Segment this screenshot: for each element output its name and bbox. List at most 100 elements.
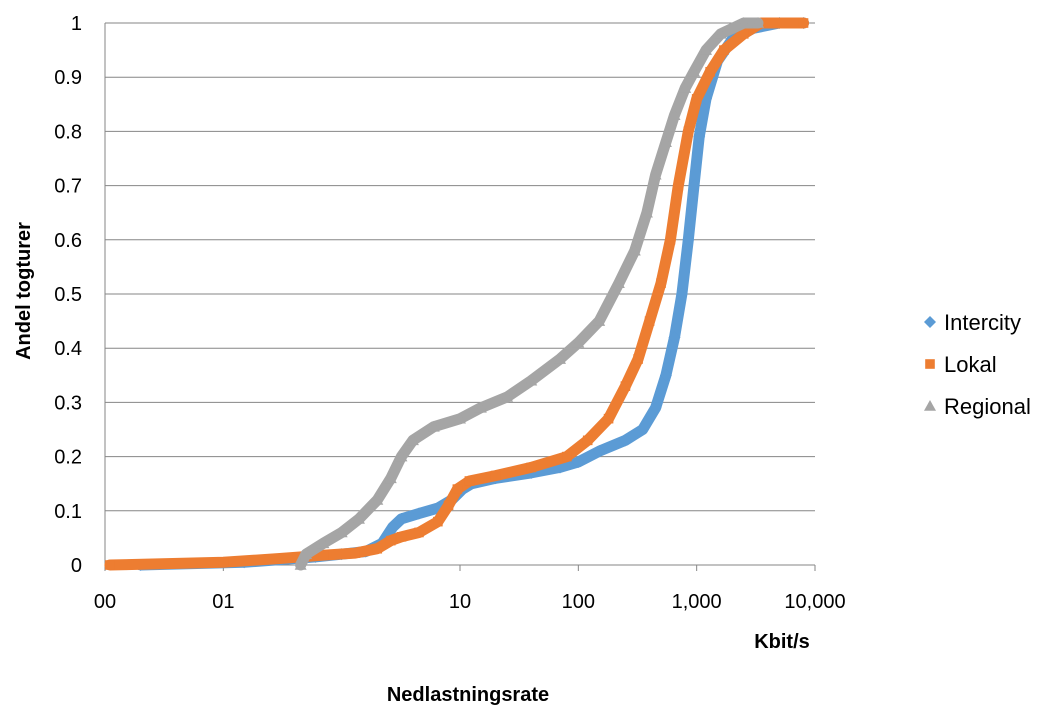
data-point [700, 44, 713, 55]
data-point [352, 512, 365, 524]
data-point [562, 451, 572, 462]
data-point [688, 65, 701, 77]
data-point [395, 450, 408, 462]
data-point [452, 484, 463, 494]
data-point [501, 390, 514, 402]
data-point [384, 472, 397, 484]
data-point [640, 206, 653, 218]
legend-marker [925, 359, 935, 369]
y-tick-label: 0.4 [54, 338, 82, 360]
data-point [427, 420, 440, 432]
y-tick-label: 0.7 [54, 176, 82, 198]
data-point [406, 434, 419, 446]
data-point [350, 548, 360, 558]
data-point [714, 27, 727, 39]
data-point [395, 512, 408, 525]
legend-label: Intercity [944, 310, 1021, 335]
data-point [593, 445, 606, 458]
data-point [300, 548, 313, 559]
data-point [679, 82, 692, 93]
x-tick-label: 01 [212, 591, 234, 613]
data-point [554, 353, 567, 364]
legend-marker [924, 316, 936, 328]
legend-label: Regional [944, 394, 1031, 419]
data-point [628, 244, 641, 256]
data-point [105, 560, 115, 570]
data-point [317, 537, 330, 549]
x-tick-label: 00 [94, 591, 116, 613]
data-point [675, 288, 688, 300]
data-point [659, 369, 672, 382]
data-point [752, 17, 765, 28]
data-point [693, 130, 706, 143]
y-tick-label: 0.1 [54, 501, 82, 523]
data-point [737, 17, 750, 28]
data-point [396, 532, 407, 542]
data-point [798, 18, 809, 28]
data-point [443, 500, 454, 511]
y-tick-label: 1 [71, 13, 82, 35]
x-tick-label: 10 [449, 591, 471, 613]
y-tick-label: 0.9 [54, 67, 82, 89]
data-point [705, 66, 715, 77]
data-point [633, 354, 643, 364]
data-point [372, 543, 383, 554]
data-point [738, 29, 749, 39]
y-axis: 0 0.1 0.2 0.3 0.4 0.5 0.6 0.7 0.8 0.9 1 [54, 13, 106, 577]
data-point [682, 233, 695, 246]
data-point [294, 559, 307, 570]
x-tick-label: 10,000 [784, 591, 845, 613]
series-regional [294, 17, 765, 571]
data-point [464, 476, 475, 486]
legend-label: Lokal [944, 352, 997, 377]
x-axis: 00 01 10 100 1,000 10,000 [94, 565, 846, 613]
data-point [318, 550, 329, 561]
x-unit-label: Kbit/s [754, 631, 810, 653]
data-point [412, 507, 425, 520]
data-point [572, 456, 585, 469]
data-point [636, 423, 649, 436]
data-point [431, 502, 444, 515]
data-point [656, 278, 666, 288]
data-point [665, 235, 676, 245]
y-tick-label: 0.3 [54, 392, 82, 414]
data-point [719, 45, 729, 55]
data-point [691, 94, 702, 104]
data-point [612, 277, 625, 288]
x-tick-label: 100 [562, 591, 595, 613]
data-point [218, 557, 229, 568]
data-point [490, 470, 501, 481]
data-point [572, 336, 585, 348]
y-tick-label: 0 [71, 555, 82, 577]
y-tick-label: 0.2 [54, 447, 82, 469]
data-point [603, 413, 614, 424]
data-point [683, 126, 694, 137]
y-axis-title: Andel togturer [13, 222, 35, 360]
data-point [620, 381, 631, 391]
data-point [526, 462, 537, 473]
data-point [474, 401, 487, 413]
x-axis-title: Nedlastningsrate [387, 684, 549, 706]
y-tick-label: 0.8 [54, 121, 82, 143]
data-point [335, 526, 348, 538]
data-point [525, 374, 538, 386]
data-point [649, 168, 662, 180]
data-point [433, 516, 443, 527]
data-point [385, 535, 396, 546]
legend: Intercity Lokal Regional [924, 310, 1031, 419]
data-point [371, 493, 384, 505]
data-point [668, 109, 681, 120]
x-tick-label: 1,000 [672, 591, 722, 613]
data-point [593, 315, 606, 326]
data-point [454, 412, 466, 424]
legend-marker [924, 400, 936, 411]
data-point [619, 434, 632, 447]
data-point [414, 527, 424, 538]
series-lokal [104, 17, 809, 571]
data-point [688, 179, 701, 192]
plot-area [104, 17, 810, 571]
data-point [644, 316, 655, 326]
data-point [582, 435, 593, 446]
data-point [668, 331, 681, 344]
